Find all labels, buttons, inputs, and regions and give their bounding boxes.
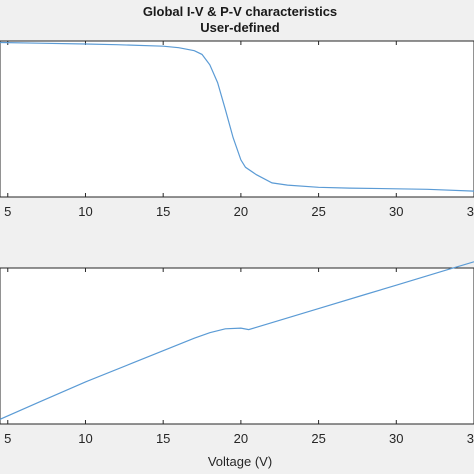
pv-x-tick-label: 10 (78, 431, 92, 446)
pv-curve-line (0, 261, 474, 420)
pv-x-tick-label: 25 (311, 431, 325, 446)
pv-x-tick-label: 15 (156, 431, 170, 446)
pv-x-tick-label: 30 (389, 431, 403, 446)
iv-curve-line (0, 41, 474, 192)
iv-x-tick-label: 10 (78, 204, 92, 219)
iv-plot-area (0, 40, 474, 198)
figure-title-line1: Global I-V & P-V characteristics (143, 4, 337, 19)
iv-x-tick-label: 30 (389, 204, 403, 219)
iv-x-tick-label: 25 (311, 204, 325, 219)
iv-x-ticks: 5 10 15 20 25 30 35 (4, 41, 474, 219)
pv-x-axis-label: Voltage (V) (208, 454, 272, 469)
pv-x-ticks: 5 10 15 20 25 30 35 (4, 268, 474, 446)
iv-x-tick-label: 15 (156, 204, 170, 219)
pv-plot-area (0, 267, 474, 425)
iv-x-tick-label: 20 (234, 204, 248, 219)
pv-x-tick-label: 5 (4, 431, 11, 446)
figure-title-line2: User-defined (200, 20, 280, 35)
pv-x-tick-label: 35 (467, 431, 474, 446)
iv-x-tick-label: 5 (4, 204, 11, 219)
pv-x-tick-label: 20 (234, 431, 248, 446)
iv-x-tick-label: 35 (467, 204, 474, 219)
